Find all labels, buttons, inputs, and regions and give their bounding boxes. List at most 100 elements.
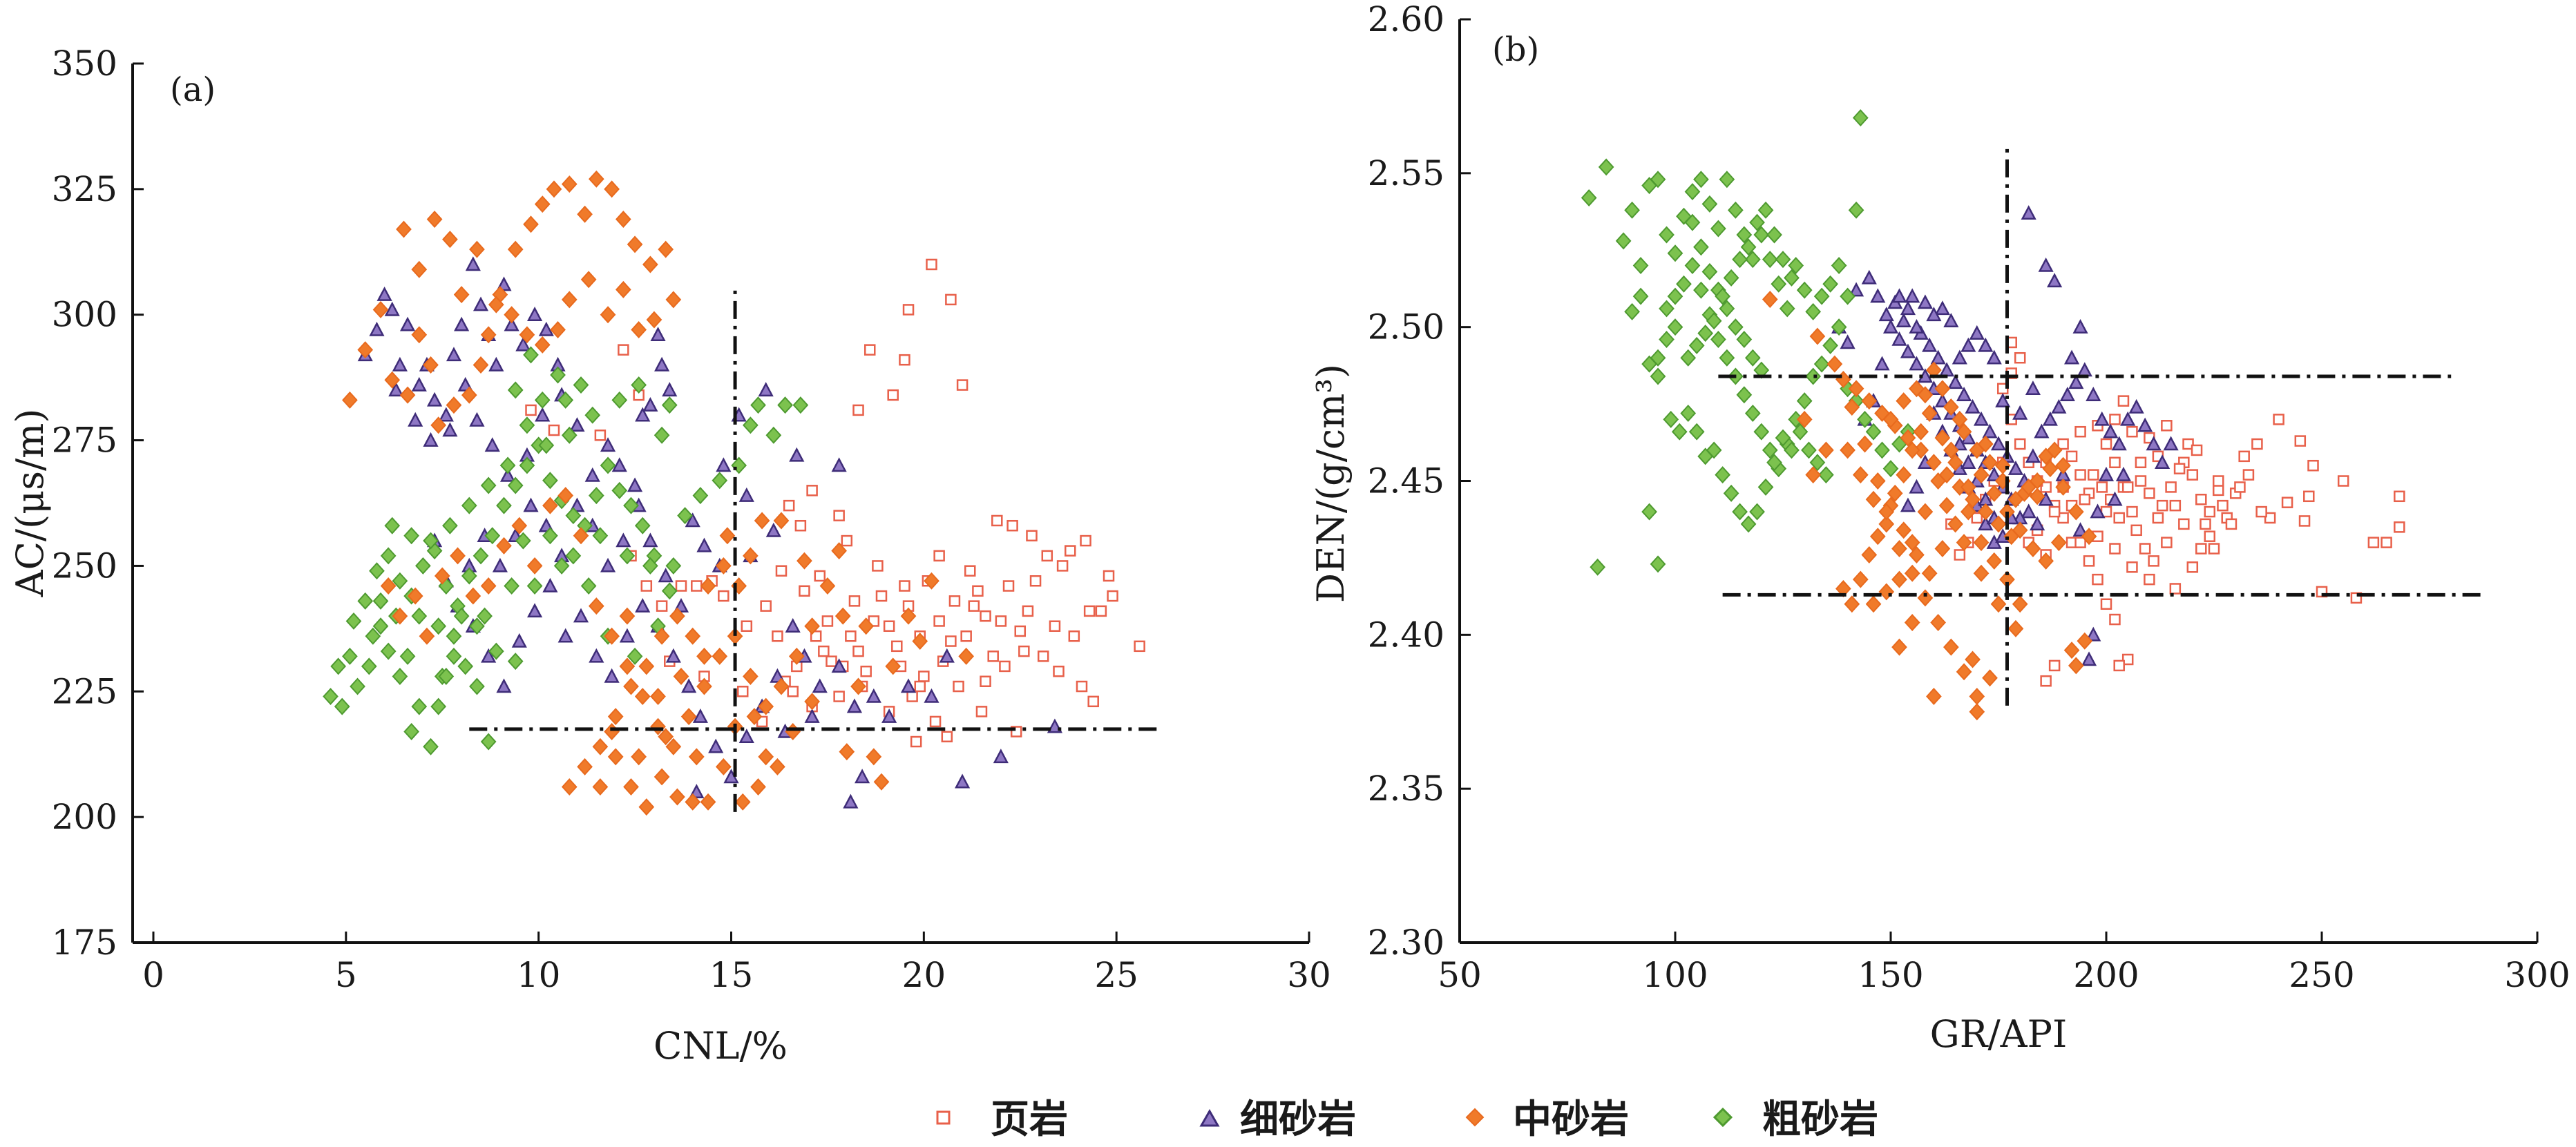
panel-a-point-shale [960, 630, 972, 642]
panel-a-point-shale [1080, 534, 1091, 547]
panel-b-point-medium-sandstone [1926, 687, 1942, 705]
panel-a-point-shale [980, 610, 991, 622]
panel-a-point-fine-sandstone [993, 749, 1009, 764]
panel-b-point-shale [2074, 537, 2086, 548]
panel-a-point-medium-sandstone [561, 175, 578, 193]
panel-b-point-medium-sandstone [1982, 669, 1998, 687]
panel-a-point-coarse-sandstone [750, 396, 766, 414]
panel-a-point-shale [956, 379, 969, 391]
panel-b-point-shale [2173, 463, 2186, 474]
panel-b-point-coarse-sandstone [1813, 287, 1830, 305]
legend-item-medium-sandstone: 中砂岩 [1465, 1097, 1629, 1142]
panel-a-point-shale [1022, 605, 1034, 617]
panel-b-point-fine-sandstone [2094, 411, 2110, 426]
panel-a-y-tick-label: 350 [52, 44, 117, 84]
panel-b-point-coarse-sandstone [1740, 515, 1757, 533]
panel-b-point-fine-sandstone [2021, 503, 2036, 519]
panel-a-point-medium-sandstone [504, 306, 519, 324]
panel-a-point-shale [1037, 650, 1049, 662]
panel-a-point-fine-sandstone [696, 537, 712, 552]
panel-b-y-tick-label: 2.30 [1368, 923, 1444, 963]
panel-a-point-coarse-sandstone [415, 557, 431, 575]
panel-a-point-fine-sandstone [527, 307, 543, 321]
panel-a-point-shale [1103, 570, 1115, 582]
panel-b-point-coarse-sandstone [1813, 355, 1830, 373]
panel-a-point-fine-sandstone [411, 376, 427, 392]
panel-b-point-fine-sandstone [2025, 380, 2041, 396]
panel-a-x-tick-label: 20 [902, 955, 946, 995]
panel-a-point-medium-sandstone [380, 577, 397, 595]
panel-a-point-coarse-sandstone [573, 376, 589, 394]
panel-b-point-medium-sandstone [1887, 484, 1903, 502]
panel-a-point-medium-sandstone [392, 607, 408, 625]
panel-b-point-medium-sandstone [1960, 503, 1976, 521]
panel-b-point-medium-sandstone [1956, 534, 1972, 552]
panel-a-point-fine-sandstone [469, 412, 485, 427]
panel-b-point-shale [2014, 351, 2026, 364]
panel-a-point-fine-sandstone [716, 457, 732, 472]
panel-a-point-medium-sandstone [653, 768, 670, 786]
panel-a-point-fine-sandstone [611, 457, 627, 472]
panel-a-point-medium-sandstone [480, 326, 497, 344]
panel-b-point-fine-sandstone [1922, 337, 1938, 352]
panel-a-point-shale [818, 645, 830, 657]
panel-a-point-medium-sandstone [588, 170, 604, 188]
panel-b-point-medium-sandstone [1818, 441, 1834, 459]
panel-a-point-coarse-sandstone [765, 426, 782, 444]
panel-a-point-medium-sandstone [511, 517, 528, 534]
panel-b-point-medium-sandstone [1878, 515, 1895, 533]
panel-a-point-shale [933, 550, 945, 562]
panel-a-point-medium-sandstone [796, 552, 812, 570]
panel-b-point-shale [2195, 543, 2207, 555]
panel-b-point-fine-sandstone [1874, 356, 1890, 371]
panel-a-point-shale [995, 615, 1007, 627]
panel-a-point-medium-sandstone [430, 416, 447, 434]
panel-b-point-medium-sandstone [2081, 528, 2097, 546]
panel-b-point-shale [2200, 518, 2211, 530]
panel-a-point-medium-sandstone [461, 386, 477, 404]
panel-a-point-shale [968, 600, 980, 612]
panel-a-point-shale [1014, 625, 1026, 637]
panel-a-point-medium-sandstone [607, 748, 624, 766]
panel-b-point-fine-sandstone [1943, 313, 1959, 328]
panel-a-point-shale [852, 404, 864, 416]
panel-b-point-shale [2255, 505, 2267, 518]
panel-a-cutoff-lines [469, 285, 1163, 812]
panel-a-point-coarse-sandstone [792, 396, 809, 414]
panel-b-point-coarse-sandstone [1749, 213, 1765, 231]
panel-a-point-coarse-sandstone [565, 547, 582, 565]
panel-b-point-coarse-sandstone [1650, 367, 1666, 385]
panel-b-point-coarse-sandstone [1684, 213, 1701, 231]
panel-a-point-fine-sandstone [465, 256, 481, 271]
legend-label-coarse-sandstone: 粗砂岩 [1762, 1097, 1878, 1142]
panel-a-point-fine-sandstone [535, 407, 551, 422]
panel-a-point-coarse-sandstone [584, 406, 601, 424]
panel-a-point-medium-sandstone [407, 587, 423, 605]
panel-b-point-medium-sandstone [1973, 564, 1990, 582]
panel-b-point-coarse-sandstone [1809, 454, 1826, 472]
panel-b-point-fine-sandstone [1896, 313, 1911, 328]
panel-b-point-medium-sandstone [1891, 638, 1907, 656]
panel-b-point-medium-sandstone [1921, 564, 1938, 582]
panel-b-point-coarse-sandstone [1680, 349, 1697, 367]
panel-a-point-coarse-sandstone [399, 647, 416, 665]
panel-a-point-coarse-sandstone [507, 653, 524, 671]
panel-b-point-coarse-sandstone [1744, 251, 1761, 269]
panel-b-point-fine-sandstone [1986, 349, 2002, 365]
panel-a-point-medium-sandstone [619, 657, 636, 675]
panel-a-point-fine-sandstone [384, 301, 400, 316]
panel-a-point-medium-sandstone [669, 607, 685, 625]
panel-a-point-shale [814, 570, 826, 582]
panel-a-point-shale [594, 430, 607, 441]
panel-b-point-coarse-sandstone [1831, 318, 1847, 336]
panel-b-point-shale [2121, 653, 2134, 666]
panel-b-x-tick-label: 250 [2289, 955, 2354, 995]
panel-b-point-fine-sandstone [1861, 269, 1877, 285]
panel-b-point-coarse-sandstone [1801, 441, 1817, 459]
panel-b-point-shale [2083, 555, 2095, 567]
panel-a-point-coarse-sandstone [600, 456, 616, 474]
panel-b-point-medium-sandstone [1852, 466, 1869, 484]
panel-b-point-shale [2294, 435, 2307, 447]
panel-b-point-fine-sandstone [1909, 479, 1925, 494]
